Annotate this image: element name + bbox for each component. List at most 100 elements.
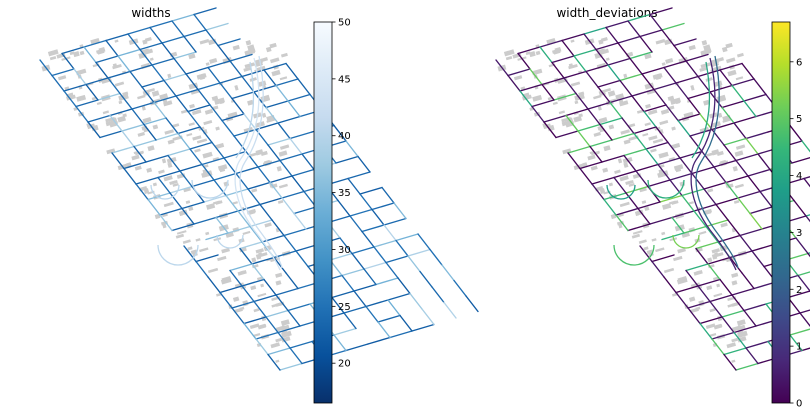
building <box>705 210 712 215</box>
street-segment <box>341 268 365 277</box>
building <box>251 188 258 193</box>
street-segment <box>179 163 203 172</box>
street-segment <box>289 131 313 140</box>
street-segment <box>361 224 385 233</box>
street-segment <box>529 68 543 86</box>
building <box>118 100 123 105</box>
street-segment <box>151 64 165 82</box>
building <box>278 183 288 189</box>
building <box>703 99 710 106</box>
building <box>265 46 272 53</box>
street-segment <box>565 114 579 132</box>
building <box>131 154 140 161</box>
street-segment <box>273 256 287 274</box>
street-segment <box>663 276 677 294</box>
building <box>76 94 87 102</box>
building <box>608 182 614 187</box>
street-segment <box>585 64 609 73</box>
building <box>146 167 153 173</box>
street-segment <box>731 294 745 312</box>
building <box>660 108 670 115</box>
building <box>598 117 608 124</box>
building <box>244 62 255 69</box>
street-segment <box>667 141 681 159</box>
street-segment <box>289 347 303 365</box>
street-segment <box>219 291 233 309</box>
street-segment <box>371 208 385 226</box>
street-segment <box>97 92 121 101</box>
building <box>247 44 255 51</box>
building <box>731 337 739 343</box>
street-segment <box>743 100 757 118</box>
street-segment <box>419 270 433 288</box>
building <box>186 133 193 137</box>
street-segment <box>789 124 803 142</box>
building <box>631 233 641 239</box>
street-segment <box>389 330 413 339</box>
street-segment <box>711 338 725 356</box>
street-segment <box>255 128 269 146</box>
street-segment <box>147 192 171 201</box>
street-segment <box>251 263 265 281</box>
street-segment <box>723 347 747 356</box>
street-segment <box>169 192 183 210</box>
street-segment <box>615 214 629 232</box>
building <box>96 101 102 106</box>
curved-road <box>235 61 255 159</box>
building <box>644 82 655 90</box>
street-segment <box>241 75 255 93</box>
street-segment <box>639 35 653 53</box>
street-segment <box>333 124 347 142</box>
street-segment <box>277 122 291 140</box>
street-segment <box>691 166 715 175</box>
street-segment <box>263 62 287 71</box>
street-segment <box>605 20 629 29</box>
building <box>568 63 574 68</box>
building <box>688 44 696 51</box>
colorbar-widths: 20 25 30 35 40 45 50 <box>313 18 351 404</box>
street-segment <box>365 305 379 323</box>
street-segment <box>253 84 277 93</box>
building <box>675 99 681 105</box>
street-segment <box>713 159 737 168</box>
street-segment <box>203 194 227 203</box>
street-segment <box>583 33 597 51</box>
building <box>217 255 227 262</box>
street-segment <box>561 39 575 57</box>
building <box>245 40 252 46</box>
street-segment <box>699 113 713 131</box>
building <box>725 42 733 49</box>
street-segment <box>623 154 637 172</box>
street-segment <box>723 353 737 371</box>
building <box>619 201 630 208</box>
street-segment <box>87 121 101 139</box>
building <box>253 308 260 313</box>
street-segment <box>407 255 421 273</box>
street-segment <box>163 79 177 97</box>
building <box>716 57 724 63</box>
street-segment <box>243 113 257 131</box>
street-segment <box>287 100 301 118</box>
building <box>269 57 280 64</box>
building <box>721 46 728 53</box>
street-segment <box>675 285 699 294</box>
street-segment <box>673 38 697 47</box>
building <box>262 160 273 166</box>
building <box>617 158 623 164</box>
street-segment <box>219 82 233 100</box>
street-segment <box>639 245 653 263</box>
street-segment <box>675 291 689 309</box>
street-segment <box>129 70 143 88</box>
street-segment <box>235 172 249 190</box>
street-segment <box>149 26 163 44</box>
street-segment <box>517 52 531 70</box>
street-segment <box>791 156 810 164</box>
street-segment <box>647 179 671 188</box>
building <box>690 85 695 91</box>
street-segment <box>281 197 295 215</box>
street-segment <box>749 212 763 230</box>
street-segment <box>213 179 227 197</box>
street-segment <box>699 316 723 325</box>
building <box>251 257 257 263</box>
